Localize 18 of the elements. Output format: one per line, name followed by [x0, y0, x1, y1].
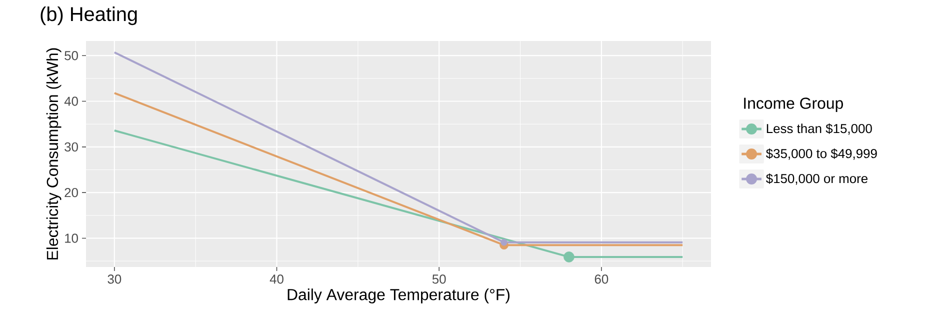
y-tick-label: 20: [64, 188, 78, 198]
x-tick-label: 50: [432, 274, 446, 284]
x-axis-title: Daily Average Temperature (°F): [288, 288, 510, 304]
point: [564, 252, 574, 262]
x-tick-label: 30: [108, 274, 122, 284]
y-tick-label: 50: [64, 51, 78, 60]
x-tick-label: 40: [270, 274, 284, 284]
y-tick-label: 40: [64, 96, 78, 106]
y-tick-label: 30: [64, 142, 78, 152]
point: [500, 238, 508, 246]
legend-label: $35,000 to $49,999: [766, 148, 877, 160]
legend-label: Less than $15,000: [766, 123, 872, 135]
chart-title: (b) Heating: [40, 6, 137, 26]
legend-label: $150,000 or more: [766, 173, 868, 185]
y-axis-title: Electricity Consumption (kWh): [46, 48, 62, 260]
legend-title: Income Group: [744, 98, 843, 112]
x-tick-label: 60: [594, 274, 608, 284]
y-tick-label: 10: [65, 234, 78, 243]
